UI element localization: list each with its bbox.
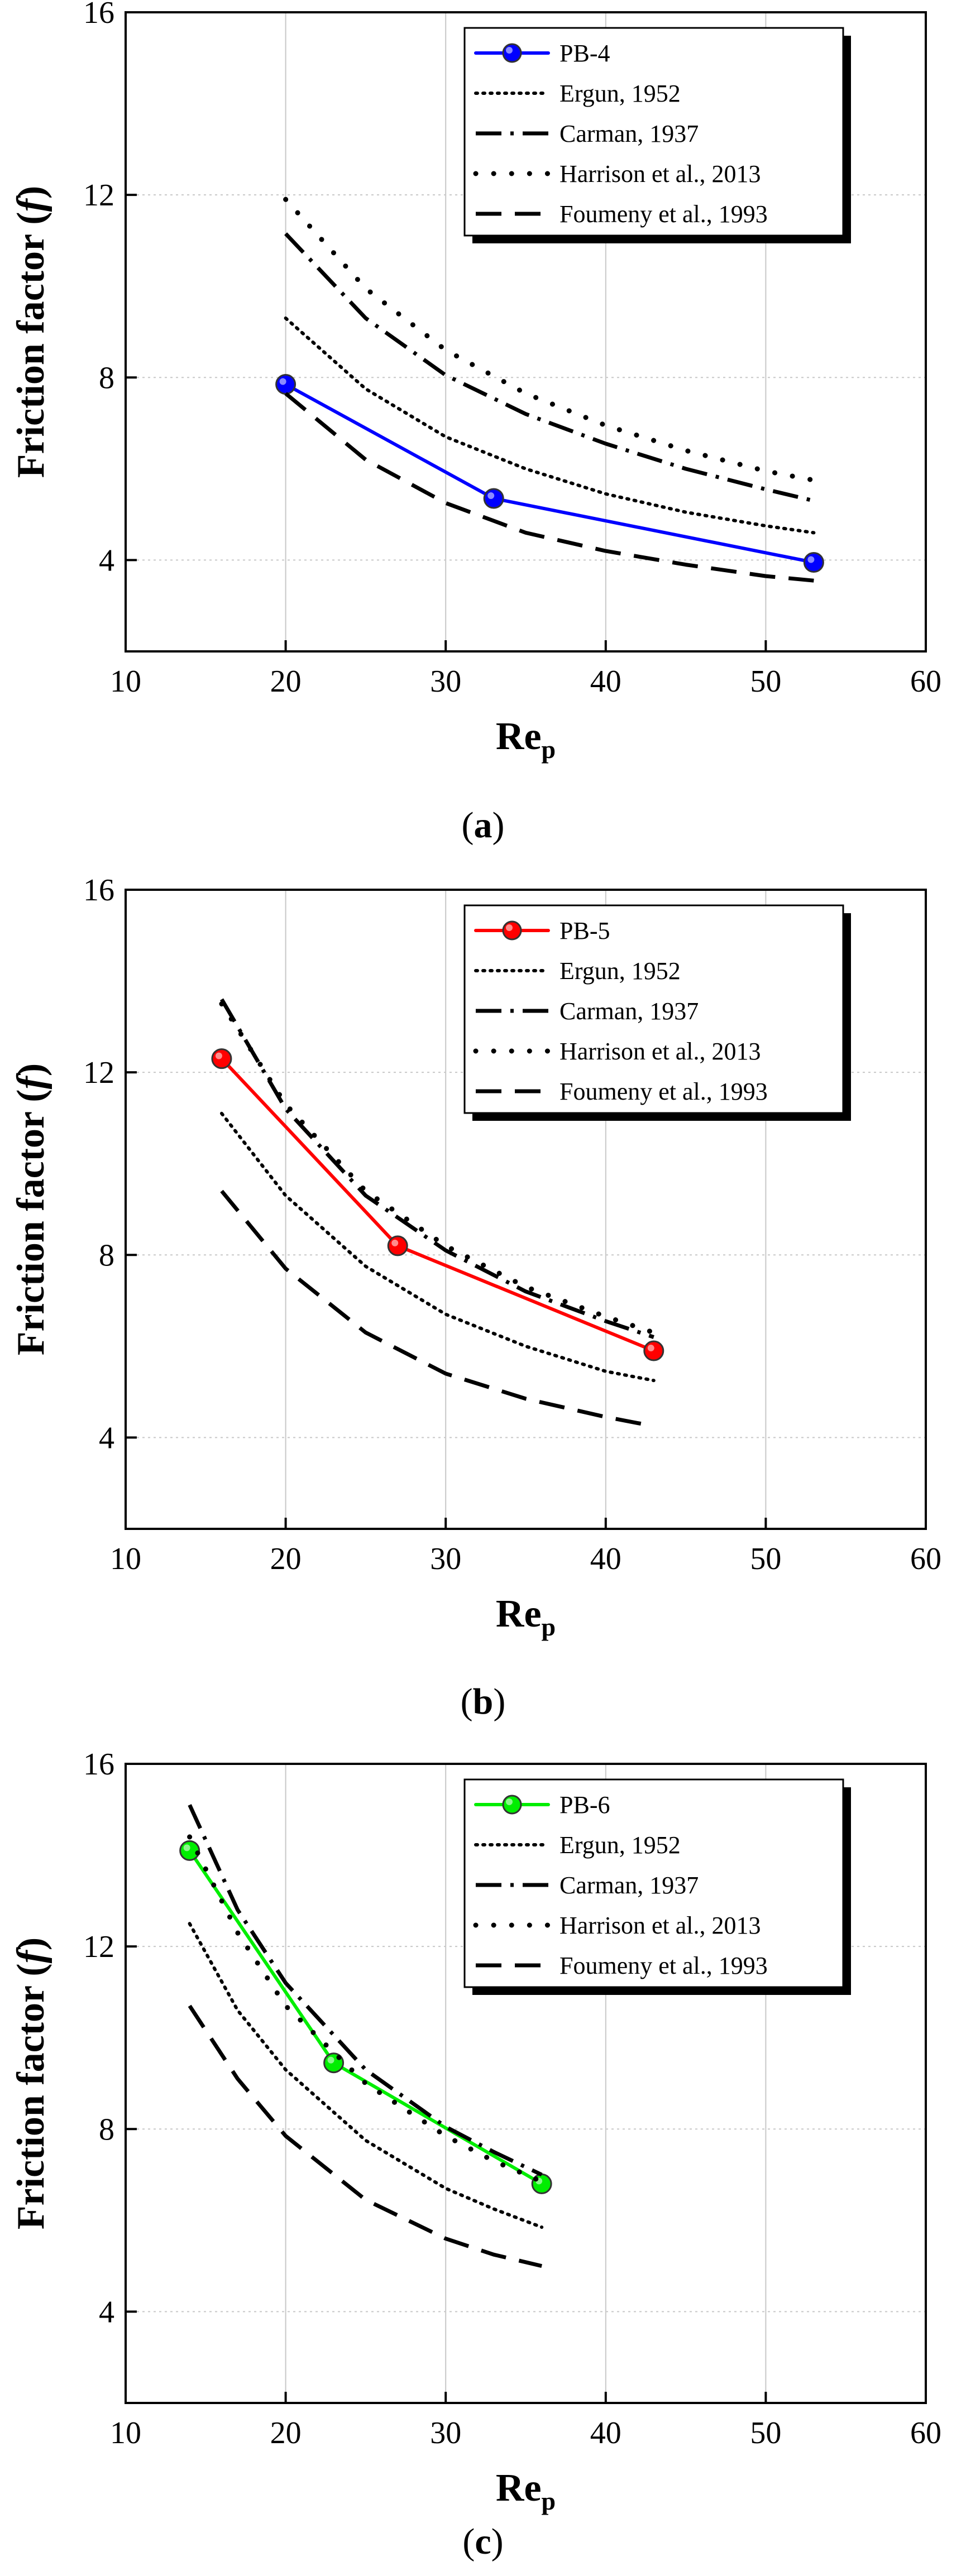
x-tick-label: 50	[750, 664, 781, 699]
data-point-highlight	[391, 1239, 399, 1246]
x-tick-label: 50	[750, 1542, 781, 1576]
legend-marker	[502, 43, 522, 63]
plot-frame	[125, 1763, 927, 2404]
series-line-dashed	[188, 2004, 543, 2268]
legend-entry: Ergun, 1952	[559, 957, 681, 985]
legend-entry: Harrison et al., 2013	[559, 160, 761, 188]
legend-entry: Carman, 1937	[559, 997, 699, 1025]
x-tick-label: 60	[910, 664, 941, 699]
x-tick-label: 10	[110, 1542, 141, 1576]
data-point	[387, 1235, 408, 1256]
legend-marker	[502, 920, 522, 941]
legend-entry: PB-4	[559, 40, 610, 67]
x-tick-label: 40	[590, 1542, 621, 1576]
x-tick-label: 50	[750, 2416, 781, 2450]
y-tick-label: 4	[99, 1421, 114, 1455]
x-tick-label: 30	[430, 664, 461, 699]
data-point	[211, 1048, 232, 1069]
legend-entry: Harrison et al., 2013	[559, 1912, 761, 1939]
series-line-dashdot	[188, 1804, 543, 2177]
data-point-highlight	[647, 1345, 654, 1352]
y-axis-title: Friction factor (f)	[9, 1063, 52, 1355]
data-point	[483, 488, 504, 509]
data-point-highlight	[215, 1052, 222, 1059]
x-tick-label: 20	[270, 1542, 302, 1576]
x-axis-title: Rep	[496, 715, 556, 764]
y-tick-label: 12	[83, 178, 114, 213]
series-line-dashed	[220, 1189, 654, 1428]
data-point-highlight	[807, 556, 815, 563]
legend-entry: Carman, 1937	[559, 120, 699, 147]
x-tick-label: 60	[910, 2416, 941, 2450]
y-tick-label: 8	[99, 2112, 114, 2147]
legend-entry: PB-6	[559, 1791, 610, 1819]
y-tick-label: 16	[83, 1747, 114, 1782]
y-tick-label: 8	[99, 1238, 114, 1273]
legend-entry: Carman, 1937	[559, 1872, 699, 1899]
chart-panel-a: 10 20 30 40 50 60 4 8 12 16 Rep Friction factor (f)…	[9, 0, 941, 846]
plot-frame	[125, 889, 927, 1530]
legend-marker-highlight	[506, 1798, 513, 1805]
legend-marker-highlight	[506, 924, 513, 931]
data-point-highlight	[183, 1844, 190, 1851]
x-tick-label: 30	[430, 2416, 461, 2450]
legend-entry: Ergun, 1952	[559, 1831, 681, 1859]
series-line-solid-marker	[284, 382, 816, 564]
y-tick-label: 8	[99, 361, 114, 395]
y-tick-label: 16	[83, 873, 114, 908]
panel-caption: (c)	[462, 2521, 503, 2562]
series-line-dashed	[284, 392, 814, 583]
y-tick-label: 12	[83, 1056, 114, 1090]
x-tick-label: 10	[110, 2416, 141, 2450]
legend-entry: Foumeny et al., 1993	[559, 200, 768, 228]
x-tick-label: 20	[270, 664, 302, 699]
x-tick-label: 20	[270, 2416, 302, 2450]
series-line-dotted	[220, 1111, 656, 1383]
y-axis-title: Friction factor (f)	[9, 186, 52, 478]
legend-entry: Ergun, 1952	[559, 80, 681, 107]
y-tick-label: 4	[99, 543, 114, 578]
x-tick-label: 10	[110, 664, 141, 699]
legend-marker-highlight	[506, 47, 513, 54]
data-point	[179, 1840, 200, 1861]
panel-caption: (b)	[461, 1681, 506, 1722]
series-line-dashdot	[219, 998, 654, 1339]
series-line-sparse-dots	[187, 1834, 544, 2184]
series-line-dashdot	[284, 232, 815, 503]
x-tick-label: 60	[910, 1542, 941, 1576]
chart-panel-c: 10 20 30 40 50 60 4 8 12 16 Rep Friction factor (f)…	[9, 1747, 941, 2562]
series-line-dotted	[188, 1922, 544, 2229]
x-tick-label: 40	[590, 2416, 621, 2450]
legend-entry: Foumeny et al., 1993	[559, 1078, 768, 1105]
data-point	[275, 374, 297, 395]
x-axis-title: Rep	[496, 1592, 556, 1641]
series-line-dotted	[284, 316, 816, 535]
legend-entry: Harrison et al., 2013	[559, 1038, 761, 1065]
panel-caption: (a)	[462, 805, 505, 846]
y-tick-label: 4	[99, 2295, 114, 2329]
data-point-highlight	[487, 492, 495, 500]
data-point	[803, 552, 824, 573]
legend-entry: PB-5	[559, 917, 610, 944]
plot-frame	[125, 11, 927, 653]
chart-panel-b: 10 20 30 40 50 60 4 8 12 16 Rep Friction factor (f)…	[9, 873, 941, 1722]
y-tick-label: 16	[83, 0, 114, 30]
data-point-highlight	[327, 2056, 334, 2064]
legend-entry: Foumeny et al., 1993	[559, 1952, 768, 1979]
x-axis-title: Rep	[496, 2467, 556, 2515]
x-tick-label: 30	[430, 1542, 461, 1576]
y-axis-title: Friction factor (f)	[9, 1937, 52, 2229]
data-point-highlight	[279, 378, 286, 385]
data-point	[643, 1340, 664, 1361]
legend-marker	[502, 1795, 522, 1815]
x-tick-label: 40	[590, 664, 621, 699]
y-tick-label: 12	[83, 1930, 114, 1964]
